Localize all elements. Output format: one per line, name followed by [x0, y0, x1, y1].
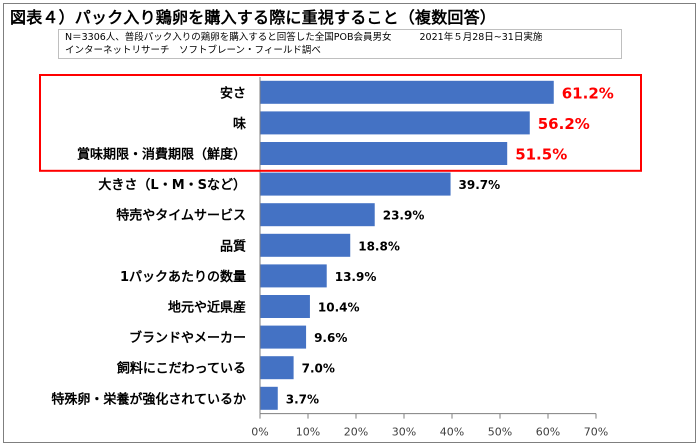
category-label: 特殊卵・栄養が強化されているか: [51, 391, 246, 407]
value-label: 10.4%: [318, 301, 360, 315]
x-tick-label: 30%: [392, 426, 416, 439]
x-tick-label: 50%: [488, 426, 512, 439]
chart-title: 図表４）パック入り鶏卵を購入する際に重視すること（複数回答）: [10, 8, 497, 27]
category-label: 1パックあたりの数量: [120, 269, 246, 285]
x-tick-label: 10%: [296, 426, 320, 439]
figure-frame: [3, 3, 696, 443]
category-label: 飼料にこだわっている: [116, 361, 246, 377]
bar: [260, 142, 508, 165]
bar: [260, 111, 530, 135]
category-label: 賞味期限・消費期限（鮮度）: [77, 147, 246, 163]
value-label: 61.2%: [562, 84, 614, 102]
category-label: 品質: [220, 238, 246, 254]
category-label: ブランドやメーカー: [129, 330, 246, 346]
value-label: 51.5%: [515, 146, 567, 164]
value-label: 39.7%: [459, 178, 501, 192]
value-label: 13.9%: [335, 270, 377, 284]
x-tick-label: 60%: [536, 426, 560, 439]
category-label: 特売やタイムサービス: [116, 208, 246, 224]
bar: [260, 386, 278, 410]
bar: [260, 325, 307, 349]
category-label: 大きさ（L・M・Sなど）: [98, 177, 246, 193]
category-label: 地元や近県産: [168, 300, 246, 316]
bar: [260, 80, 554, 104]
x-tick-label: 40%: [440, 426, 464, 439]
bar: [260, 295, 310, 318]
value-label: 3.7%: [286, 392, 319, 406]
bar: [260, 264, 327, 288]
x-tick-label: 70%: [584, 426, 608, 439]
survey-period: 2021年５月28日~31日実施: [419, 32, 543, 43]
value-label: 9.6%: [314, 331, 347, 345]
value-label: 7.0%: [302, 362, 335, 376]
value-label: 56.2%: [538, 115, 590, 133]
bar: [260, 356, 294, 380]
x-tick-label: 20%: [344, 426, 368, 439]
bar: [260, 233, 351, 257]
category-label: 味: [233, 116, 246, 132]
survey-note: N＝3306人、普段パック入りの鶏卵を購入すると回答した全国POB会員男女 202…: [58, 29, 622, 59]
bar: [260, 203, 375, 227]
survey-method: インターネットリサーチ ソフトブレーン・フィールド調べ: [65, 45, 321, 56]
x-tick-label: 0%: [251, 426, 268, 439]
value-label: 18.8%: [358, 239, 400, 253]
highlight-box: [39, 74, 642, 172]
bar: [260, 172, 451, 196]
value-label: 23.9%: [383, 209, 425, 223]
category-label: 安さ: [220, 85, 246, 101]
survey-sample: N＝3306人、普段パック入りの鶏卵を購入すると回答した全国POB会員男女: [65, 32, 392, 43]
